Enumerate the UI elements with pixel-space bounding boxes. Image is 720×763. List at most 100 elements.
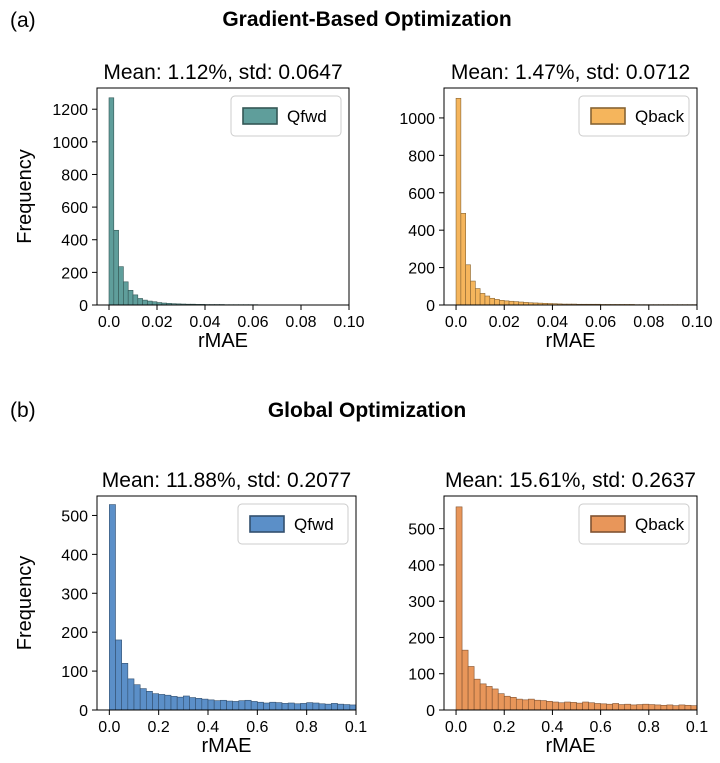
- histogram-bar: [612, 703, 619, 711]
- y-tick-label: 200: [61, 265, 88, 282]
- x-tick-label: 0.0: [445, 314, 467, 331]
- y-tick-label: 200: [408, 261, 435, 278]
- legend-label: Qback: [635, 515, 685, 534]
- histogram-bar: [123, 281, 129, 306]
- histogram-bar: [232, 701, 240, 711]
- histogram-bar: [503, 300, 510, 306]
- histogram-bar: [470, 280, 476, 306]
- y-tick-label: 1000: [52, 135, 88, 152]
- y-tick-label: 200: [61, 625, 88, 642]
- x-tick-label: 0.06: [237, 314, 268, 331]
- x-tick-label: 0.2: [493, 719, 515, 736]
- x-axis-label: rMAE: [198, 330, 248, 352]
- histogram-bar: [220, 699, 227, 711]
- histogram-bar: [137, 298, 143, 306]
- y-tick-label: 400: [61, 547, 88, 564]
- plot-title: Mean: 11.88%, std: 0.2077: [102, 469, 351, 492]
- histogram-qback-global: 0.0 0.2 0.4 0.6 0.8 0.1 0 100 200 300 400 500 Mean: …: [408, 469, 708, 757]
- histogram-bar: [660, 704, 668, 711]
- histogram-bar: [455, 97, 462, 306]
- histogram-bar: [337, 703, 344, 711]
- plot-title: Mean: 15.61%, std: 0.2637: [445, 469, 696, 492]
- x-tick-label: 0.8: [638, 719, 660, 736]
- y-tick-label: 500: [408, 522, 435, 539]
- histogram-bar: [473, 678, 481, 711]
- histogram-bar: [113, 229, 119, 306]
- histogram-bar: [642, 703, 650, 711]
- plot-title: Mean: 1.12%, std: 0.0647: [103, 61, 342, 84]
- histogram-bar: [499, 300, 505, 306]
- histogram-bar: [479, 293, 486, 306]
- histogram-bar: [281, 703, 289, 711]
- histogram-bar: [546, 700, 553, 711]
- x-tick-label: 0.04: [189, 314, 220, 331]
- histogram-bar: [484, 295, 491, 306]
- histogram-bar: [534, 699, 541, 711]
- histogram-qback-gradient: 0.0 0.02 0.04 0.06 0.08 0.10 0 200 400 600 800 1000…: [399, 61, 712, 352]
- histogram-bar: [497, 693, 505, 711]
- histogram-bar: [146, 691, 153, 711]
- histogram-bar: [133, 684, 141, 711]
- axes-frame: [96, 495, 357, 711]
- histogram-bar: [508, 300, 515, 306]
- x-tick-label: 0.0: [98, 719, 120, 736]
- histogram-bar: [127, 290, 134, 306]
- histogram-bar: [491, 688, 499, 711]
- legend: Qfwd: [237, 503, 349, 545]
- histogram-bar: [195, 698, 203, 711]
- histogram-bar: [147, 300, 153, 306]
- y-tick-label: 0: [426, 298, 435, 315]
- histogram-bar: [318, 703, 326, 711]
- histogram-bar: [158, 694, 166, 711]
- y-tick-label: 1200: [52, 102, 88, 119]
- histogram-bar: [684, 704, 692, 711]
- y-tick-label: 800: [61, 167, 88, 184]
- x-tick-label: 0.6: [246, 719, 268, 736]
- histogram-bar: [300, 703, 307, 711]
- histogram-bar: [678, 704, 686, 711]
- histogram-bar: [109, 504, 116, 711]
- histogram-bar: [489, 297, 495, 306]
- x-axis-label: rMAE: [546, 735, 596, 757]
- y-axis-label: Frequency: [14, 149, 36, 244]
- y-tick-label: 400: [61, 233, 88, 250]
- histogram-bar: [513, 301, 520, 306]
- x-tick-label: 0.0: [98, 314, 120, 331]
- y-tick-label: 100: [408, 667, 435, 684]
- histogram-bar: [269, 701, 277, 711]
- histogram-bar: [108, 97, 115, 306]
- x-tick-label: 0.10: [681, 314, 712, 331]
- x-tick-label: 0.4: [541, 719, 563, 736]
- histogram-bar: [201, 698, 209, 711]
- legend-swatch: [590, 515, 626, 533]
- y-tick-label: 300: [408, 594, 435, 611]
- legend: Qback: [578, 95, 690, 137]
- legend-box: [230, 95, 342, 137]
- histogram-bar: [127, 678, 135, 711]
- histogram-bar: [257, 701, 264, 711]
- histogram-bar: [522, 699, 529, 711]
- x-tick-label: 0.08: [633, 314, 664, 331]
- histogram-bar: [294, 703, 301, 711]
- row-title-a: Gradient-Based Optimization: [222, 8, 511, 31]
- histogram-bar: [606, 703, 613, 711]
- histogram-bar: [672, 705, 680, 711]
- y-tick-label: 1000: [399, 111, 435, 128]
- x-axis-label: rMAE: [546, 330, 596, 352]
- x-tick-label: 0.2: [148, 719, 170, 736]
- legend-label: Qfwd: [287, 107, 327, 126]
- plot-title: Mean: 1.47%, std: 0.0712: [451, 61, 690, 84]
- histogram-bar: [465, 264, 471, 306]
- histogram-bar: [142, 299, 148, 306]
- x-tick-label: 0.06: [585, 314, 616, 331]
- histogram-bar: [238, 700, 246, 711]
- row-title-b: Global Optimization: [268, 399, 466, 422]
- legend-box: [237, 503, 349, 545]
- histogram-bar: [576, 702, 583, 711]
- y-tick-label: 600: [408, 186, 435, 203]
- histogram-bar: [183, 695, 190, 711]
- histogram-qfwd-global: 0.0 0.2 0.4 0.6 0.8 0.1 0 100 200 300 400 500 Mean: …: [14, 469, 367, 757]
- histogram-bar: [250, 701, 258, 711]
- histogram-bar: [690, 705, 698, 711]
